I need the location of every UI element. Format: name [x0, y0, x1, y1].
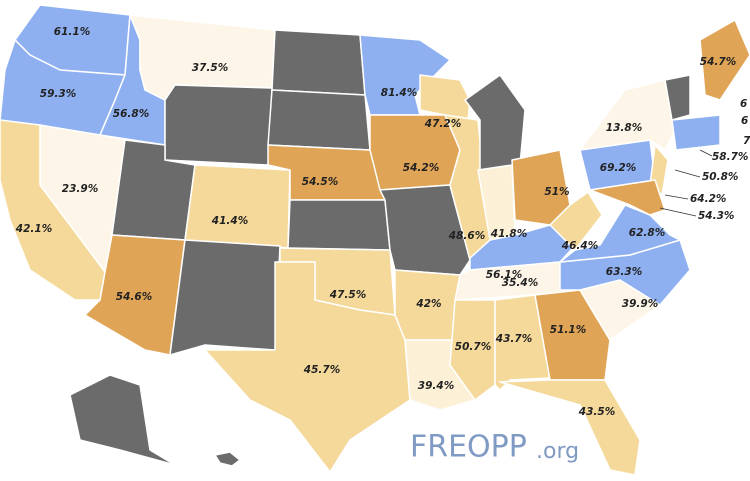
south-dakota	[267, 89, 371, 151]
state-label: 81.4%	[381, 87, 417, 99]
state-label: 7	[743, 135, 750, 147]
alaska	[69, 374, 176, 466]
state-label: 39.9%	[622, 298, 658, 310]
state-label: 42%	[415, 298, 441, 310]
state-label: 42.1%	[15, 223, 52, 235]
state-label: 54.3%	[698, 210, 734, 222]
state-label: 54.7%	[700, 56, 736, 68]
state-label: 6	[740, 98, 747, 110]
state-label: 54.2%	[403, 162, 439, 174]
state-label: 54.5%	[302, 176, 338, 188]
state-label: 56.8%	[113, 108, 149, 120]
state-label: 41.8%	[490, 228, 527, 240]
state-label: 50.7%	[455, 341, 491, 353]
texas	[204, 261, 411, 473]
state-label: 48.6%	[448, 230, 485, 242]
logo-domain: .org	[536, 439, 579, 464]
states	[0, 4, 750, 476]
state-label: 63.3%	[606, 266, 642, 278]
west-virginia	[549, 191, 603, 251]
state-label: 39.4%	[418, 380, 454, 392]
california	[0, 119, 106, 301]
state-label: 54.6%	[116, 291, 152, 303]
state-label: 51.1%	[550, 324, 586, 336]
state-label: 47.2%	[424, 118, 461, 130]
state-label: 43.7%	[495, 333, 532, 345]
maine	[699, 19, 750, 101]
florida	[499, 379, 641, 476]
colorado	[184, 164, 291, 249]
state-label: 37.5%	[192, 62, 228, 74]
georgia	[534, 289, 611, 381]
state-label: 47.5%	[329, 289, 366, 301]
kansas	[287, 199, 391, 251]
state-label: 46.4%	[561, 240, 598, 252]
state-label: 51%	[544, 186, 569, 198]
state-label: 50.8%	[702, 171, 738, 183]
state-label: 62.8%	[629, 227, 665, 239]
state-label: 6	[741, 115, 748, 127]
vermont	[664, 74, 691, 121]
logo: FREOPP .org	[410, 430, 579, 465]
leaders	[659, 149, 713, 217]
state-label: 61.1%	[54, 26, 90, 38]
new-york	[579, 79, 676, 151]
hawaii	[214, 451, 241, 467]
state-label: 59.3%	[40, 88, 76, 100]
state-label: 43.5%	[578, 406, 615, 418]
mississippi	[449, 299, 496, 401]
state-label: 45.7%	[303, 364, 340, 376]
state-label: 13.8%	[606, 122, 642, 134]
north-dakota	[271, 29, 366, 96]
new-mexico	[169, 239, 281, 356]
logo-name: FREOPP	[410, 430, 527, 465]
state-label: 64.2%	[690, 193, 726, 205]
state-label: 41.4%	[211, 215, 248, 227]
state-label: 69.2%	[600, 162, 636, 174]
minnesota	[359, 34, 451, 116]
state-label: 35.4%	[502, 277, 538, 289]
state-label: 23.9%	[62, 183, 98, 195]
state-label: 56.1%	[486, 269, 522, 281]
wyoming	[164, 84, 273, 166]
massachusetts	[671, 114, 721, 151]
state-label: 58.7%	[712, 151, 748, 163]
labels: 61.1% 59.3% 56.8% 37.5% 23.9% 42.1% 41.4…	[15, 26, 750, 418]
maryland	[589, 179, 666, 216]
